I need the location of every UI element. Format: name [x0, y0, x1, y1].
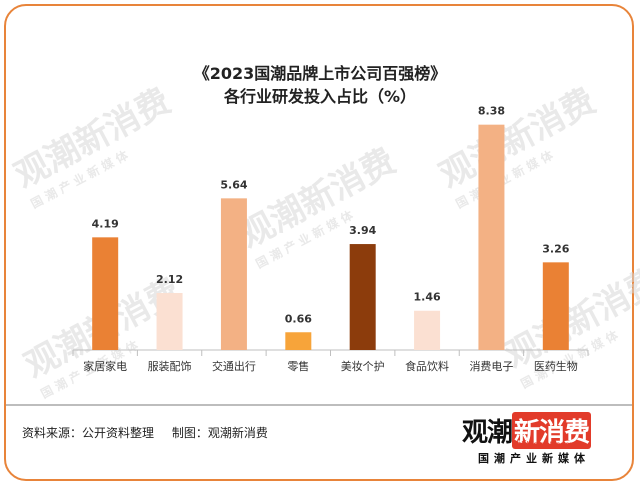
- made-by-note: 制图：观潮新消费: [171, 426, 268, 440]
- data-label: 0.66: [285, 312, 312, 325]
- category-label: 医药生物: [534, 359, 578, 373]
- bar-2: [156, 292, 183, 350]
- bar-4: [285, 332, 312, 350]
- data-label: 2.12: [156, 273, 183, 286]
- data-label: 3.94: [349, 224, 376, 237]
- footer: 资料来源：公开资料整理 制图：观潮新消费: [22, 424, 282, 441]
- chart-subtitle: 各行业研发投入占比（%）: [223, 87, 417, 106]
- category-label: 交通出行: [212, 359, 256, 373]
- data-label: 4.19: [92, 217, 119, 230]
- footer-divider: [6, 404, 632, 406]
- category-label: 消费电子: [469, 359, 513, 373]
- data-label: 1.46: [413, 291, 440, 304]
- category-label: 家居家电: [83, 359, 127, 373]
- category-label: 零售: [287, 359, 309, 373]
- bar-7: [478, 124, 505, 350]
- data-label: 8.38: [478, 105, 505, 118]
- bar-3: [220, 198, 247, 350]
- chart-title: 《2023国潮品牌上市公司百强榜》: [193, 64, 447, 83]
- bar-8: [542, 262, 569, 350]
- data-label: 5.64: [220, 178, 247, 191]
- category-label: 食品饮料: [405, 359, 449, 373]
- data-label: 3.26: [542, 242, 569, 255]
- source-note: 资料来源：公开资料整理: [22, 426, 155, 440]
- category-label: 服装配饰: [148, 359, 192, 373]
- category-label: 美妆个护: [341, 359, 385, 373]
- bar-5: [349, 244, 376, 350]
- brand-logo: 观潮新消费 tidesight.com 国潮产业新媒体: [462, 412, 612, 468]
- bar-1: [92, 237, 119, 350]
- bar-6: [414, 310, 441, 350]
